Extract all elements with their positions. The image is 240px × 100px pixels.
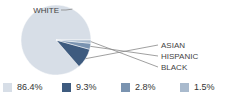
svg-text:ASIAN: ASIAN	[161, 41, 185, 50]
svg-text:WHITE: WHITE	[33, 6, 59, 15]
html-text:86.4%: 86.4%	[17, 82, 43, 92]
html-text:9.3%: 9.3%	[76, 82, 97, 92]
html-text:1.5%: 1.5%	[194, 82, 215, 92]
html-text:2.8%: 2.8%	[135, 82, 156, 92]
svg-text:HISPANIC: HISPANIC	[161, 52, 198, 61]
svg-text:BLACK: BLACK	[161, 63, 188, 72]
